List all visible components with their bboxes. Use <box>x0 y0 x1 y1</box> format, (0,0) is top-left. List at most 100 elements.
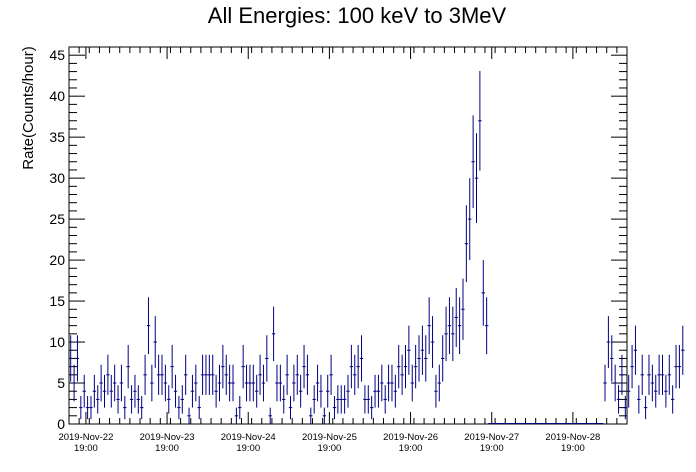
data-point <box>373 374 377 408</box>
data-point <box>92 374 97 408</box>
y-axis-label: Rate(Counts/hour) <box>20 46 37 169</box>
data-point <box>102 374 107 408</box>
data-point <box>238 396 242 420</box>
data-point <box>150 364 154 402</box>
data-point <box>454 287 458 348</box>
data-point <box>312 385 316 414</box>
data-point <box>190 374 195 408</box>
data-point <box>231 364 235 402</box>
data-point <box>153 316 157 368</box>
data-point <box>400 354 404 395</box>
data-point <box>133 374 137 408</box>
data-point <box>197 396 201 420</box>
data-point <box>79 396 83 420</box>
y-tick-label: 40 <box>49 88 65 104</box>
data-point <box>606 316 611 368</box>
data-points <box>69 70 685 424</box>
data-point <box>302 344 306 389</box>
data-point <box>319 374 323 408</box>
data-point <box>339 385 343 414</box>
data-point <box>420 325 425 375</box>
data-point <box>234 407 239 424</box>
data-point <box>616 385 621 414</box>
data-point <box>353 354 357 395</box>
data-point <box>484 297 489 355</box>
data-point <box>282 385 286 414</box>
plot-frame <box>68 46 628 425</box>
data-point <box>474 133 479 224</box>
data-point <box>410 364 414 402</box>
data-point <box>261 364 266 402</box>
data-point <box>295 354 299 395</box>
data-point <box>681 325 685 375</box>
data-point <box>478 70 482 171</box>
x-tick-date-label: 2019-Nov-26 <box>383 432 438 443</box>
data-point <box>667 354 671 395</box>
data-point <box>224 354 228 395</box>
data-point <box>143 354 147 395</box>
data-point <box>136 385 141 414</box>
data-point <box>427 297 431 355</box>
data-point <box>146 297 151 355</box>
data-point <box>123 396 127 420</box>
data-point <box>140 396 144 420</box>
data-point <box>380 364 384 402</box>
y-tick-label: 0 <box>57 416 65 432</box>
y-tick-label: 35 <box>49 129 65 145</box>
data-point <box>200 354 205 395</box>
y-tick-label: 30 <box>49 170 65 186</box>
data-point <box>413 344 418 389</box>
data-point <box>89 396 93 420</box>
data-point <box>309 407 313 424</box>
data-point <box>393 374 398 408</box>
data-point <box>241 344 245 389</box>
data-point <box>204 354 208 395</box>
data-point <box>85 396 90 420</box>
data-point <box>342 385 347 414</box>
data-point <box>194 364 198 402</box>
data-point <box>623 396 627 420</box>
y-tick-label: 20 <box>49 252 65 268</box>
data-point <box>620 354 624 395</box>
data-point <box>670 385 675 414</box>
data-point <box>156 354 161 395</box>
data-point <box>180 385 184 414</box>
data-point <box>654 374 658 408</box>
data-point <box>217 364 222 402</box>
data-point <box>471 115 475 209</box>
data-point <box>214 374 218 408</box>
data-point <box>75 335 80 382</box>
chart-title: All Energies: 100 keV to 3MeV <box>208 3 507 28</box>
data-point <box>464 205 469 283</box>
data-point <box>346 374 350 408</box>
y-tick-label: 15 <box>49 293 65 309</box>
data-point <box>430 316 435 368</box>
data-point <box>119 364 124 402</box>
data-point <box>305 354 310 395</box>
data-point <box>207 354 212 395</box>
data-point <box>677 344 682 389</box>
data-point <box>69 335 73 382</box>
data-point <box>468 178 472 261</box>
data-point <box>126 344 130 389</box>
data-point <box>657 354 661 395</box>
data-point <box>221 344 225 389</box>
data-point <box>363 385 367 414</box>
data-point <box>461 278 465 340</box>
y-tick-label: 10 <box>49 334 65 350</box>
data-point <box>437 364 441 402</box>
x-tick-date-label: 2019-Nov-28 <box>545 432 600 443</box>
data-point <box>268 407 272 424</box>
data-point <box>72 364 76 402</box>
y-tick-label: 45 <box>49 47 65 63</box>
data-point <box>177 396 181 420</box>
data-point <box>99 364 103 402</box>
x-tick-time-label: 19:00 <box>155 443 179 454</box>
data-point <box>211 354 215 395</box>
data-point <box>366 385 370 414</box>
data-point <box>173 374 178 408</box>
data-point <box>481 260 485 326</box>
data-point <box>183 354 188 395</box>
x-tick-date-label: 2019-Nov-25 <box>302 432 357 443</box>
